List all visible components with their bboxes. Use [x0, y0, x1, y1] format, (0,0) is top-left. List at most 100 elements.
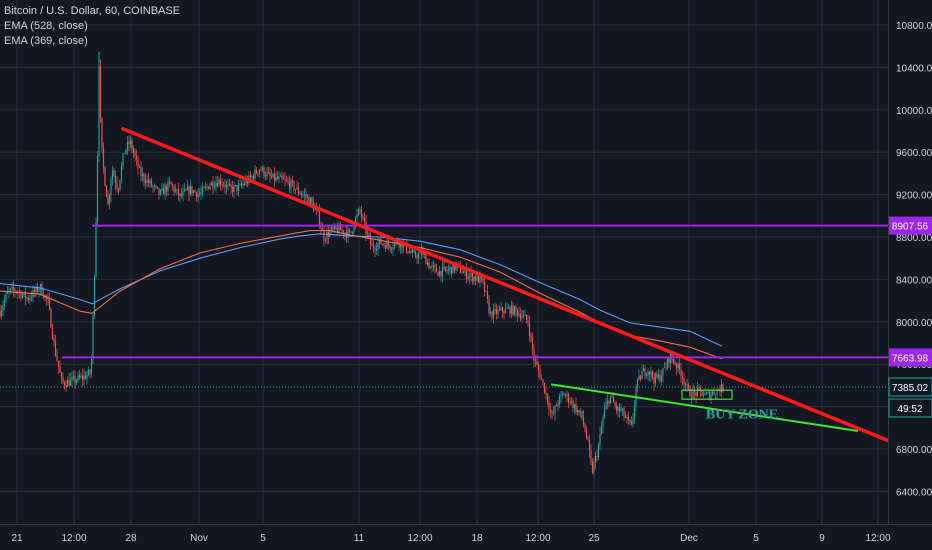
candle-body	[72, 376, 75, 378]
candle-body	[681, 377, 684, 379]
candle-body	[705, 393, 708, 394]
candle-body	[605, 404, 607, 409]
candle-body	[224, 185, 226, 188]
candle-body	[702, 395, 705, 397]
candle-body	[521, 316, 523, 319]
candle-body	[348, 230, 351, 232]
candle-body	[690, 396, 693, 398]
candle-body	[338, 225, 340, 234]
candle-body	[203, 187, 205, 189]
candle-body	[713, 391, 715, 395]
candle-body	[369, 235, 372, 245]
symbol-title[interactable]: Bitcoin / U.S. Dollar, 60, COINBASE	[4, 5, 181, 17]
candle-body	[683, 378, 685, 385]
candle-body	[194, 190, 196, 193]
candle-body	[386, 241, 388, 249]
candle-body	[639, 375, 642, 380]
candle-body	[179, 193, 181, 196]
candle-body	[459, 265, 462, 273]
candle-body	[516, 310, 519, 316]
buy-zone-box[interactable]	[681, 389, 733, 400]
candle-body	[609, 396, 612, 404]
candle-body	[57, 361, 60, 367]
candle-body	[314, 208, 316, 211]
candle-body	[207, 186, 210, 190]
candle-body	[92, 315, 94, 359]
candle-body	[687, 384, 690, 389]
candle-body	[359, 209, 361, 211]
candle-body	[132, 149, 135, 153]
candle-body	[324, 239, 327, 241]
candle-body	[480, 276, 483, 279]
candle-body	[602, 417, 604, 427]
price-axis[interactable]: 10800.00 10400.00 10000.00 9600.00 9200.00 88…	[888, 0, 932, 550]
candle-body	[164, 186, 166, 195]
time-tick-label: 28	[125, 533, 137, 544]
candle-body	[267, 172, 270, 174]
ema369-legend[interactable]: EMA (369, close)	[4, 35, 88, 47]
ema528-line	[0, 233, 723, 347]
candle-body	[201, 187, 204, 193]
candle-body	[378, 238, 381, 244]
candle-body	[716, 389, 718, 395]
candle-body	[372, 245, 375, 249]
time-axis[interactable]: 21 12:00 28 Nov 5 11 12:00 18 12:00 25 Dec 5 9 12:00	[0, 524, 932, 545]
chart-drawings[interactable]: BUY ZONE	[0, 127, 890, 443]
candle-body	[711, 391, 714, 395]
candle-body	[135, 155, 138, 159]
candle-body	[654, 373, 657, 384]
candle-body	[506, 308, 508, 309]
candle-body	[641, 370, 643, 380]
support-trendline[interactable]	[550, 383, 859, 432]
candle-body	[465, 269, 468, 279]
buy-zone-label[interactable]: BUY ZONE	[706, 407, 778, 422]
candle-body	[455, 265, 457, 271]
candle-body	[300, 194, 303, 196]
candle-body	[527, 320, 529, 324]
ema528-legend[interactable]: EMA (528, close)	[4, 20, 88, 32]
candle-body	[161, 188, 163, 191]
candle-body	[137, 158, 139, 168]
resistance-trendline[interactable]	[121, 127, 890, 443]
candle-body	[668, 358, 670, 363]
candle-body	[173, 186, 175, 192]
horizontal-level-label: 8907.56	[892, 222, 929, 233]
candle-body	[317, 209, 319, 212]
candle-body	[140, 167, 142, 176]
candle-body	[335, 226, 337, 229]
candle-body	[156, 186, 159, 188]
time-tick-label: 11	[354, 533, 365, 544]
candle-body	[282, 178, 285, 180]
time-tick-label: 12:00	[407, 533, 432, 544]
candle-body	[65, 385, 67, 387]
price-tick-label: 10000.00	[896, 106, 932, 117]
candle-body	[168, 181, 171, 183]
candle-body	[332, 227, 334, 230]
candle-body	[53, 338, 55, 342]
candle-body	[108, 194, 111, 205]
candle-body	[146, 179, 148, 184]
horizontal-level-badge	[889, 216, 932, 235]
candle-body	[494, 308, 496, 310]
candle-body	[42, 294, 45, 298]
candle-body	[398, 243, 400, 247]
candle-body	[116, 183, 118, 190]
candle-body	[273, 173, 276, 181]
candle-body	[474, 276, 477, 281]
candle-body	[90, 358, 93, 374]
candle-body	[557, 403, 559, 407]
candle-body	[509, 307, 511, 314]
candle-body	[489, 311, 492, 314]
candle-body	[429, 266, 432, 269]
candle-body	[380, 238, 382, 244]
candle-body	[237, 184, 240, 191]
candle-body	[542, 379, 544, 383]
candle-body	[515, 306, 517, 311]
candle-body	[608, 400, 610, 404]
candle-body	[47, 298, 49, 300]
candle-body	[680, 369, 682, 378]
candle-body	[245, 180, 247, 185]
candle-body	[206, 186, 208, 188]
candle-body	[9, 288, 12, 291]
